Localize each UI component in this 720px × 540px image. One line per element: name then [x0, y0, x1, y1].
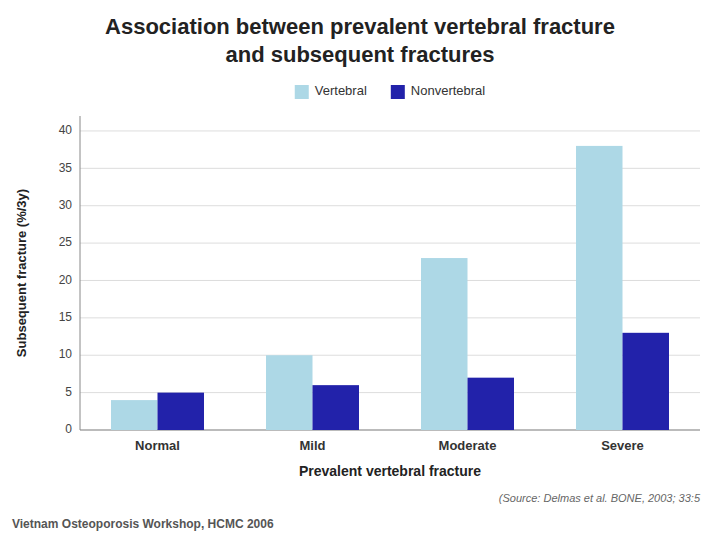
grid — [80, 131, 700, 430]
bar — [623, 333, 670, 430]
bar — [313, 385, 360, 430]
title: Association between prevalent vertebral … — [105, 14, 615, 67]
y-tick-label: 35 — [59, 161, 73, 175]
y-tick-label: 20 — [59, 273, 73, 287]
x-tick-label: Normal — [135, 438, 180, 453]
y-tick-label: 5 — [65, 385, 72, 399]
y-tick-label: 25 — [59, 235, 73, 249]
bar — [158, 393, 205, 430]
title-line: and subsequent fractures — [226, 42, 495, 67]
footer-note: Vietnam Osteoporosis Workshop, HCMC 2006 — [12, 517, 274, 531]
bar — [266, 355, 313, 430]
bar — [468, 378, 515, 430]
y-tick-label: 15 — [59, 310, 73, 324]
bars — [111, 146, 669, 430]
legend-swatch — [391, 85, 405, 99]
legend-item: Vertebral — [295, 83, 367, 99]
chart: Association between prevalent vertebral … — [0, 0, 720, 540]
y-axis-line — [80, 116, 81, 430]
x-tick-label: Mild — [300, 438, 326, 453]
y-tick-label: 40 — [59, 123, 73, 137]
y-tick-label: 10 — [59, 347, 73, 361]
grid-line — [80, 130, 700, 131]
legend-label: Vertebral — [315, 83, 367, 98]
source-note: (Source: Delmas et al. BONE, 2003; 33:5 — [499, 492, 701, 504]
x-axis-label: Prevalent vertebral fracture — [299, 463, 481, 479]
y-tick-label: 30 — [59, 198, 73, 212]
legend-label: Nonvertebral — [411, 83, 486, 98]
x-tick-label: Severe — [601, 438, 644, 453]
y-axis-label: Subsequent fracture (%/3y) — [14, 189, 29, 357]
x-tick-label: Moderate — [439, 438, 497, 453]
legend-swatch — [295, 85, 309, 99]
y-tick-label: 0 — [65, 422, 72, 436]
bar — [421, 258, 468, 430]
legend-item: Nonvertebral — [391, 83, 486, 99]
bar — [111, 400, 158, 430]
bar — [576, 146, 623, 430]
legend: Vertebral Nonvertebral — [295, 83, 486, 99]
title-line: Association between prevalent vertebral … — [105, 14, 615, 39]
